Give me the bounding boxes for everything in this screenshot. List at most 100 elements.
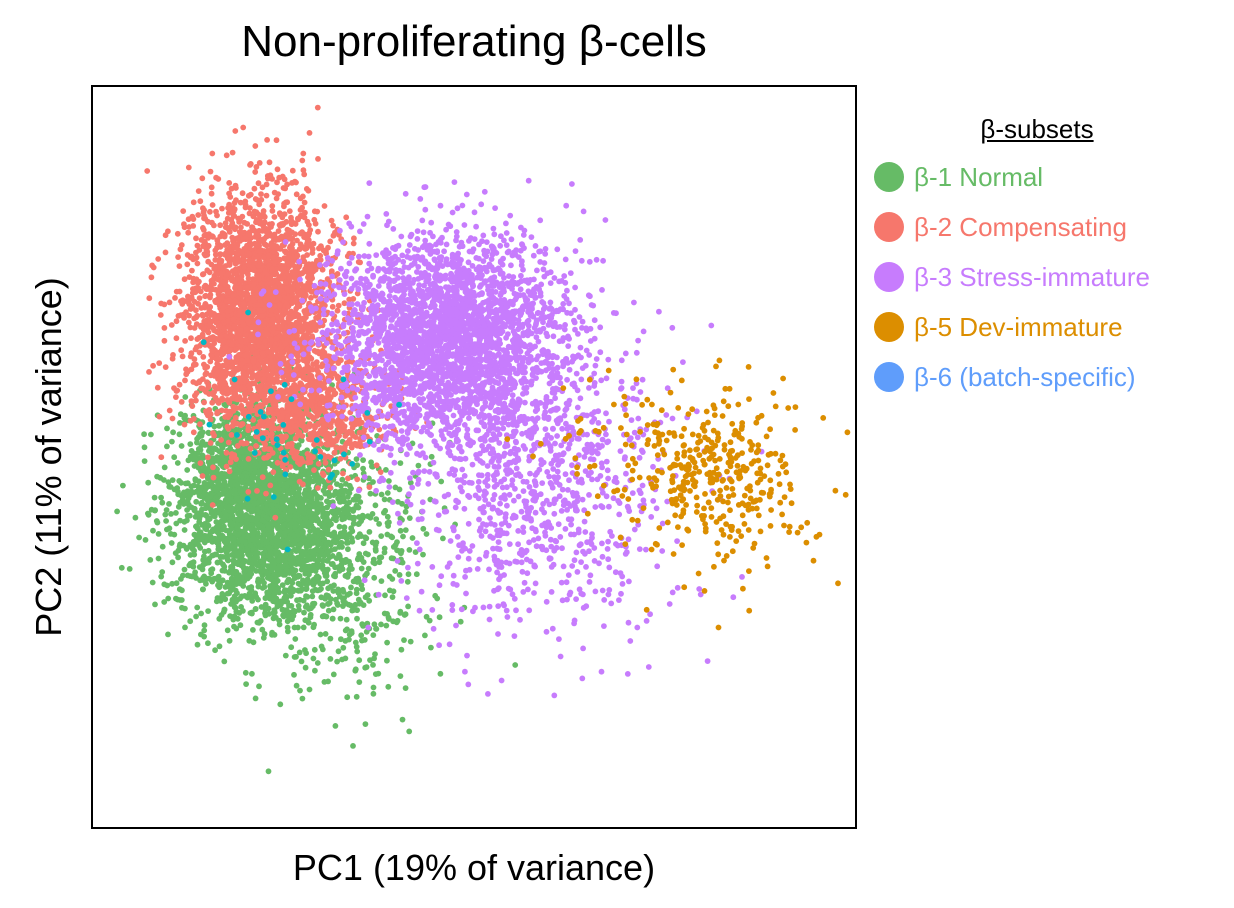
- data-point: [242, 390, 248, 397]
- data-point: [171, 454, 178, 461]
- data-point: [340, 644, 347, 651]
- data-point: [232, 128, 239, 134]
- data-point: [179, 353, 186, 360]
- data-point: [175, 503, 182, 510]
- data-point: [255, 580, 262, 586]
- data-point: [381, 549, 388, 556]
- data-point: [233, 625, 240, 632]
- data-point: [378, 554, 385, 561]
- data-point: [170, 352, 176, 358]
- data-point: [168, 540, 175, 546]
- data-point: [177, 420, 183, 426]
- data-point: [275, 486, 282, 493]
- data-point: [397, 460, 404, 466]
- data-point: [349, 528, 356, 535]
- data-point: [163, 518, 169, 524]
- data-point: [196, 295, 203, 301]
- data-point: [252, 590, 259, 597]
- data-point: [165, 479, 172, 486]
- data-point: [141, 444, 148, 451]
- data-point: [311, 579, 318, 586]
- data-point: [406, 547, 413, 553]
- data-point: [184, 507, 190, 513]
- data-point: [422, 632, 428, 639]
- data-point: [299, 157, 306, 164]
- data-point: [242, 669, 249, 676]
- data-point: [352, 639, 359, 646]
- data-point: [324, 504, 330, 511]
- data-point: [281, 530, 288, 536]
- data-point: [259, 626, 266, 633]
- data-point: [347, 590, 353, 597]
- data-point: [169, 580, 175, 587]
- data-point: [341, 600, 348, 607]
- data-point: [302, 664, 309, 671]
- data-point: [319, 646, 326, 653]
- data-point: [295, 532, 301, 539]
- data-point: [219, 474, 225, 481]
- data-point: [239, 421, 246, 427]
- data-point: [223, 449, 230, 456]
- data-point: [299, 558, 306, 565]
- data-point: [280, 612, 286, 619]
- data-point: [344, 694, 351, 701]
- data-point: [355, 504, 362, 511]
- data-point: [147, 557, 154, 563]
- data-point: [265, 768, 272, 775]
- data-point: [406, 728, 413, 735]
- data-point: [396, 548, 403, 554]
- data-point: [437, 670, 444, 677]
- data-point: [221, 523, 227, 530]
- data-point: [168, 511, 174, 517]
- data-point: [114, 508, 120, 515]
- data-point: [253, 443, 259, 449]
- data-point: [336, 523, 343, 530]
- data-point: [373, 626, 380, 632]
- data-point: [172, 550, 179, 556]
- data-point: [384, 639, 390, 646]
- data-point: [354, 615, 360, 622]
- data-point: [381, 496, 388, 503]
- data-point: [325, 601, 332, 607]
- data-point: [166, 525, 173, 532]
- data-point: [354, 462, 361, 468]
- data-point: [246, 552, 253, 558]
- data-point: [243, 681, 250, 687]
- data-point: [348, 628, 355, 635]
- data-point: [166, 299, 173, 306]
- data-point: [184, 467, 191, 473]
- data-point: [226, 491, 232, 498]
- data-point: [281, 506, 287, 512]
- data-point: [197, 421, 203, 428]
- data-point: [295, 602, 302, 609]
- data-point: [182, 377, 188, 384]
- data-point: [512, 662, 519, 668]
- data-point: [359, 637, 365, 644]
- data-point: [251, 267, 257, 273]
- data-point: [219, 577, 226, 584]
- data-point: [172, 295, 178, 301]
- data-point: [148, 431, 154, 438]
- data-point: [308, 494, 315, 501]
- data-point: [326, 540, 333, 547]
- data-point: [295, 572, 302, 579]
- data-point: [405, 571, 412, 578]
- data-point: [302, 647, 308, 653]
- data-point: [329, 615, 336, 622]
- data-point: [311, 473, 318, 479]
- data-point: [221, 567, 228, 574]
- data-point: [383, 622, 390, 629]
- data-point: [279, 563, 286, 570]
- data-point: [195, 188, 202, 194]
- data-point: [332, 723, 339, 729]
- data-point: [196, 492, 203, 499]
- data-point: [267, 527, 274, 533]
- data-point: [187, 618, 194, 625]
- data-point: [370, 690, 377, 697]
- data-point: [389, 594, 396, 600]
- data-point: [286, 602, 292, 609]
- data-point: [337, 615, 344, 622]
- data-point: [252, 550, 259, 557]
- data-point: [307, 614, 314, 621]
- scatter-plot: [114, 104, 851, 775]
